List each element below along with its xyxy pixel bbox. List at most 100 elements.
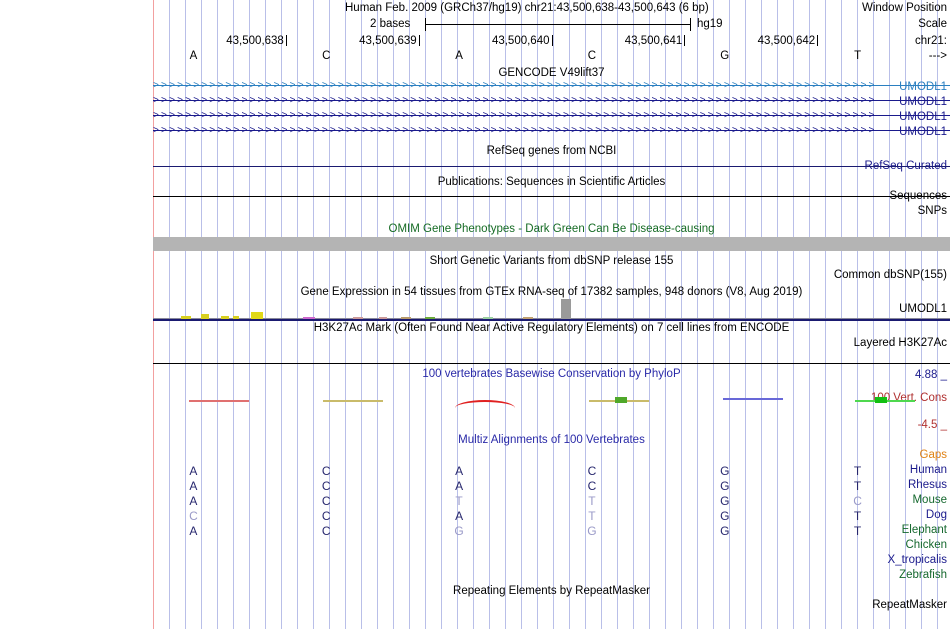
- multiz-alignment-base: T: [853, 524, 862, 538]
- strand-arrow-icon: >>>>>>>>>>>>>>>>>>>>>>>>>>>>>>>>>>>>>>>>…: [153, 80, 877, 91]
- scale-bar-tick-left: [425, 18, 426, 31]
- multiz-alignment-base: C: [189, 509, 198, 523]
- publications-track-title: Publications: Sequences in Scientific Ar…: [437, 176, 666, 188]
- multiz-alignment-row: [0, 539, 950, 554]
- layered-h3k27ac-track-label[interactable]: Layered H3K27Ac: [853, 337, 947, 349]
- multiz-alignment-base: A: [455, 464, 464, 478]
- ruler-tick: [684, 35, 686, 46]
- multiz-alignment-base: T: [588, 494, 596, 508]
- ruler-coordinate-label: 43,500,641: [624, 35, 683, 47]
- phylop-conservation-plot[interactable]: [153, 380, 950, 428]
- scale-label: Scale: [918, 18, 947, 30]
- multiz-alignment-base: G: [720, 524, 730, 538]
- ruler-coordinate-label: 43,500,642: [757, 35, 816, 47]
- omim-gene-bar[interactable]: [153, 237, 950, 251]
- multiz-alignment-base: C: [853, 494, 862, 508]
- conservation-peak-block: [615, 397, 627, 403]
- multiz-track-title: Multiz Alignments of 100 Vertebrates: [458, 434, 645, 446]
- gencode-transcript-line[interactable]: >>>>>>>>>>>>>>>>>>>>>>>>>>>>>>>>>>>>>>>>…: [153, 110, 950, 121]
- snps-track-label[interactable]: SNPs: [917, 205, 947, 217]
- ruler-base-letter: A: [455, 50, 463, 62]
- multiz-alignment-base: A: [189, 524, 198, 538]
- conservation-segment: [723, 398, 783, 400]
- gencode-transcript-line[interactable]: >>>>>>>>>>>>>>>>>>>>>>>>>>>>>>>>>>>>>>>>…: [153, 95, 950, 106]
- conservation-peak-block: [875, 397, 887, 403]
- dbsnp-track-title: Short Genetic Variants from dbSNP releas…: [429, 255, 674, 267]
- scale-bar-tick-right: [690, 18, 691, 31]
- h3k27ac-track-title: H3K27Ac Mark (Often Found Near Active Re…: [313, 322, 790, 334]
- refseq-track-line: [153, 166, 950, 167]
- gencode-track-title: GENCODE V49lift37: [498, 67, 605, 79]
- ruler-tick: [817, 35, 819, 46]
- ruler-base-letter: T: [854, 50, 862, 62]
- scale-value: 2 bases: [370, 18, 411, 30]
- ruler-base-letter: G: [720, 50, 730, 62]
- ruler-base-letter: C: [587, 50, 597, 62]
- multiz-alignment-base: C: [587, 479, 597, 493]
- strand-arrow-icon: >>>>>>>>>>>>>>>>>>>>>>>>>>>>>>>>>>>>>>>>…: [153, 125, 877, 136]
- multiz-alignment-base: T: [853, 479, 862, 493]
- strand-arrow-icon: >>>>>>>>>>>>>>>>>>>>>>>>>>>>>>>>>>>>>>>>…: [153, 110, 877, 121]
- strand-direction-label: --->: [928, 50, 947, 62]
- conservation-segment: [323, 400, 383, 402]
- multiz-alignment-base: T: [853, 464, 862, 478]
- multiz-alignment-base: A: [189, 479, 198, 493]
- ruler-coordinate-label: 43,500,639: [359, 35, 417, 47]
- multiz-alignment-base: A: [189, 464, 198, 478]
- ruler-base-letter: C: [322, 50, 331, 62]
- ruler-coordinate-label: 43,500,640: [491, 35, 550, 47]
- ruler-tick: [418, 35, 420, 46]
- conservation-segment: [189, 400, 249, 402]
- multiz-alignment-base: T: [853, 509, 862, 523]
- gtex-track-separator: [153, 319, 950, 321]
- scale-bar-line: [425, 24, 691, 25]
- gtex-expression-barchart[interactable]: [153, 297, 950, 319]
- multiz-alignment-base: C: [321, 479, 331, 493]
- window-position-value: Human Feb. 2009 (GRCh37/hg19) chr21:43,5…: [345, 2, 709, 14]
- repeatmasker-track-title: Repeating Elements by RepeatMasker: [453, 585, 650, 597]
- multiz-alignment-base: A: [455, 479, 464, 493]
- gaps-track-label[interactable]: Gaps: [919, 449, 948, 461]
- omim-track-title: OMIM Gene Phenotypes - Dark Green Can Be…: [388, 223, 715, 235]
- multiz-alignment-base: G: [454, 524, 464, 538]
- gtex-track-title: Gene Expression in 54 tissues from GTEx …: [300, 286, 803, 298]
- assembly-label: hg19: [697, 18, 723, 30]
- multiz-alignment-base: T: [588, 509, 596, 523]
- multiz-alignment-row: [0, 554, 950, 569]
- multiz-alignment-base: G: [587, 524, 597, 538]
- chromosome-label: chr21:: [915, 35, 947, 47]
- multiz-alignment-base: C: [587, 464, 597, 478]
- ruler-tick: [285, 35, 287, 46]
- multiz-alignment-base: A: [455, 509, 464, 523]
- gencode-transcript-line[interactable]: >>>>>>>>>>>>>>>>>>>>>>>>>>>>>>>>>>>>>>>>…: [153, 80, 950, 91]
- gtex-tissue-bar: [561, 299, 571, 319]
- multiz-alignment-base: T: [455, 494, 463, 508]
- multiz-alignment-base: C: [321, 464, 331, 478]
- multiz-alignment-base: G: [720, 509, 730, 523]
- multiz-alignment-base: G: [720, 494, 730, 508]
- common-dbsnp-track-label[interactable]: Common dbSNP(155): [833, 269, 947, 281]
- h3k27ac-track-line: [153, 363, 950, 364]
- multiz-alignment-row: [0, 569, 950, 584]
- repeatmasker-track-label[interactable]: RepeatMasker: [872, 599, 947, 611]
- multiz-alignment-base: G: [720, 479, 730, 493]
- conservation-track-title: 100 vertebrates Basewise Conservation by…: [422, 368, 681, 380]
- refseq-track-title: RefSeq genes from NCBI: [486, 145, 617, 157]
- publications-track-line: [153, 196, 950, 197]
- ruler-tick: [551, 35, 553, 46]
- ruler-base-letter: A: [189, 50, 198, 62]
- gencode-transcript-line[interactable]: >>>>>>>>>>>>>>>>>>>>>>>>>>>>>>>>>>>>>>>>…: [153, 125, 950, 136]
- multiz-alignment-base: C: [321, 509, 331, 523]
- multiz-alignment-base: A: [189, 494, 198, 508]
- conservation-segment: [455, 400, 515, 408]
- strand-arrow-icon: >>>>>>>>>>>>>>>>>>>>>>>>>>>>>>>>>>>>>>>>…: [153, 95, 877, 106]
- multiz-alignment-base: C: [321, 524, 331, 538]
- multiz-alignment-base: G: [720, 464, 730, 478]
- ruler-coordinate-label: 43,500,638: [226, 35, 284, 47]
